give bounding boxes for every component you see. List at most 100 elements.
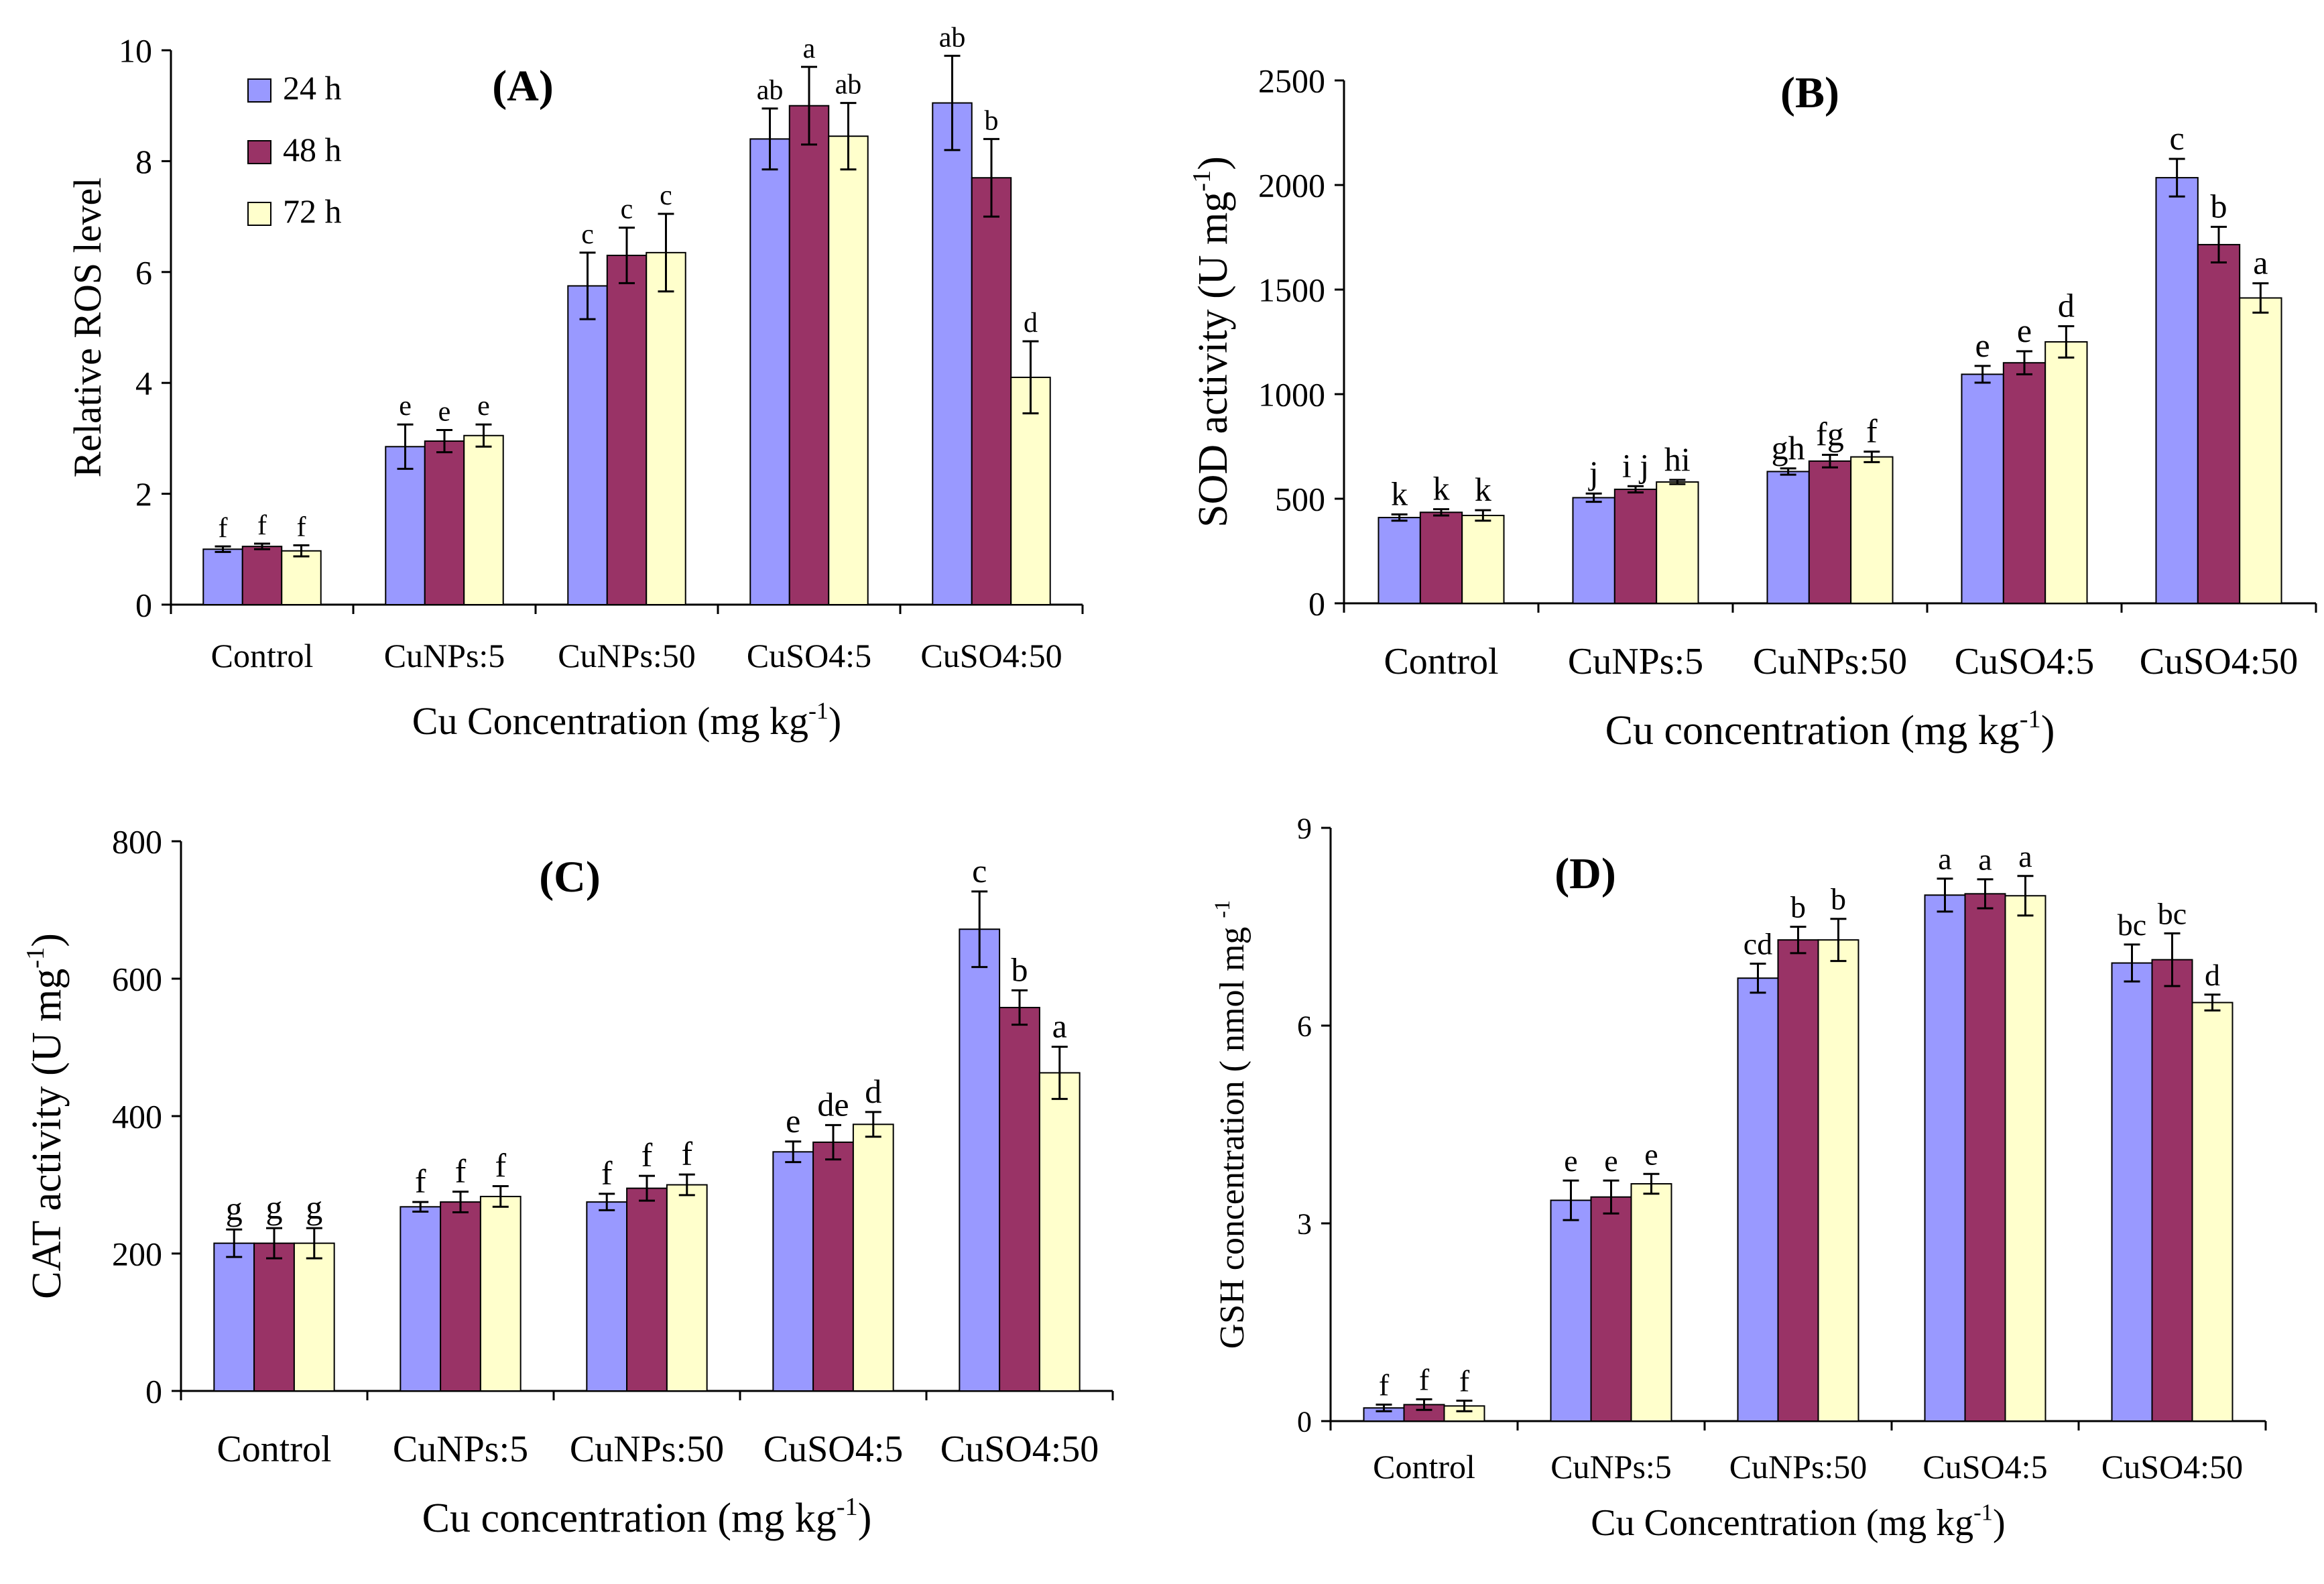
significance-letter: ab [835,70,862,101]
bar [1850,456,1894,604]
bar [2002,362,2046,604]
bar [1808,460,1852,605]
significance-letter: b [2211,187,2227,225]
legend-label: 72 h [283,192,342,230]
significance-letter: ab [939,22,966,53]
bar [1777,939,1819,1422]
significance-letter: f [219,513,228,544]
x-category-label: CuSO4:50 [2101,1448,2243,1485]
bar [463,434,504,606]
significance-letter: de [817,1085,849,1123]
significance-letter: b [1790,890,1806,924]
bar [1550,1199,1592,1422]
y-tick-label: 9 [1297,812,1312,845]
bar [424,440,465,605]
bar [1630,1183,1672,1422]
significance-letter: bc [2158,896,2187,930]
bar [213,1242,255,1392]
significance-letter: bc [2118,908,2146,942]
significance-letter: a [2018,839,2032,873]
bar [1961,373,2004,604]
x-category-label: Control [1373,1448,1475,1485]
legend-label: 24 h [283,69,342,107]
significance-letter: f [257,510,267,541]
significance-letter: a [1052,1007,1067,1044]
significance-letter: fg [1816,415,1844,452]
significance-letter: d [865,1073,881,1110]
bar [2044,341,2088,604]
x-category-label: CuSO4:5 [1922,1448,2047,1485]
x-axis-title: Cu Concentration (mg kg-1) [1591,1500,2005,1544]
x-category-label: CuSO4:50 [940,1428,1099,1470]
significance-letter: c [972,852,987,890]
significance-letter: gh [1772,429,1805,467]
y-tick-label: 800 [112,823,162,861]
y-tick-label: 0 [1297,1405,1312,1438]
bar [606,254,648,605]
y-tick-label: 0 [135,587,152,624]
significance-letter: c [660,180,672,211]
bar [2239,297,2282,604]
legend-swatch [247,202,271,226]
y-tick-label: 10 [119,32,152,70]
x-category-label: CuNPs:5 [1568,641,1703,682]
y-tick-label: 500 [1275,481,1325,518]
bar [1817,939,1859,1422]
x-category-label: Control [211,637,314,674]
bar [812,1141,854,1392]
significance-letter: f [1379,1367,1390,1402]
significance-letter: c [2170,119,2185,157]
x-category-label: CuSO4:50 [920,637,1062,674]
significance-letter: a [1978,843,1992,877]
significance-letter: g [226,1190,243,1227]
bar [567,285,608,605]
x-axis-title: Cu concentration (mg kg-1) [1605,705,2055,753]
significance-letter: e [438,396,451,427]
panel-title: (C) [539,853,601,902]
significance-letter: g [266,1189,283,1226]
significance-letter: e [2017,312,2032,349]
bar [666,1184,708,1392]
y-tick-label: 2 [135,475,152,513]
bar [1378,517,1421,605]
y-tick-label: 0 [145,1373,162,1410]
significance-letter: d [2205,958,2220,992]
bar [202,548,243,605]
bar [586,1201,628,1392]
bar [241,546,283,605]
bar [1461,514,1505,605]
significance-letter: f [601,1154,613,1192]
y-tick-label: 1500 [1258,271,1325,309]
significance-letter: a [1938,842,1951,876]
x-category-label: CuNPs:50 [1753,641,1907,682]
bar [1010,376,1051,605]
bar [2197,243,2241,605]
bar [2155,177,2199,604]
y-axis-title: Relative ROS level [66,178,109,478]
x-axis-title: Cu concentration (mg kg-1) [422,1493,872,1541]
bar [1964,893,2006,1422]
significance-letter: j [1588,454,1599,491]
bar [626,1187,668,1392]
y-tick-label: 4 [135,365,152,402]
significance-letter: c [621,194,633,225]
significance-letter: k [1475,471,1491,508]
significance-letter: e [399,391,412,422]
bar [1038,1072,1081,1392]
significance-letter: f [296,512,306,543]
bar [253,1242,295,1392]
y-axis-title: CAT activity (U mg-1) [21,933,70,1299]
bar [385,446,426,605]
y-tick-label: 200 [112,1235,162,1273]
bar [852,1123,894,1392]
panel-title: (B) [1780,68,1839,117]
bar [1766,471,1810,604]
significance-letter: f [1459,1364,1470,1398]
significance-letter: k [1391,475,1408,512]
bar [440,1201,481,1392]
